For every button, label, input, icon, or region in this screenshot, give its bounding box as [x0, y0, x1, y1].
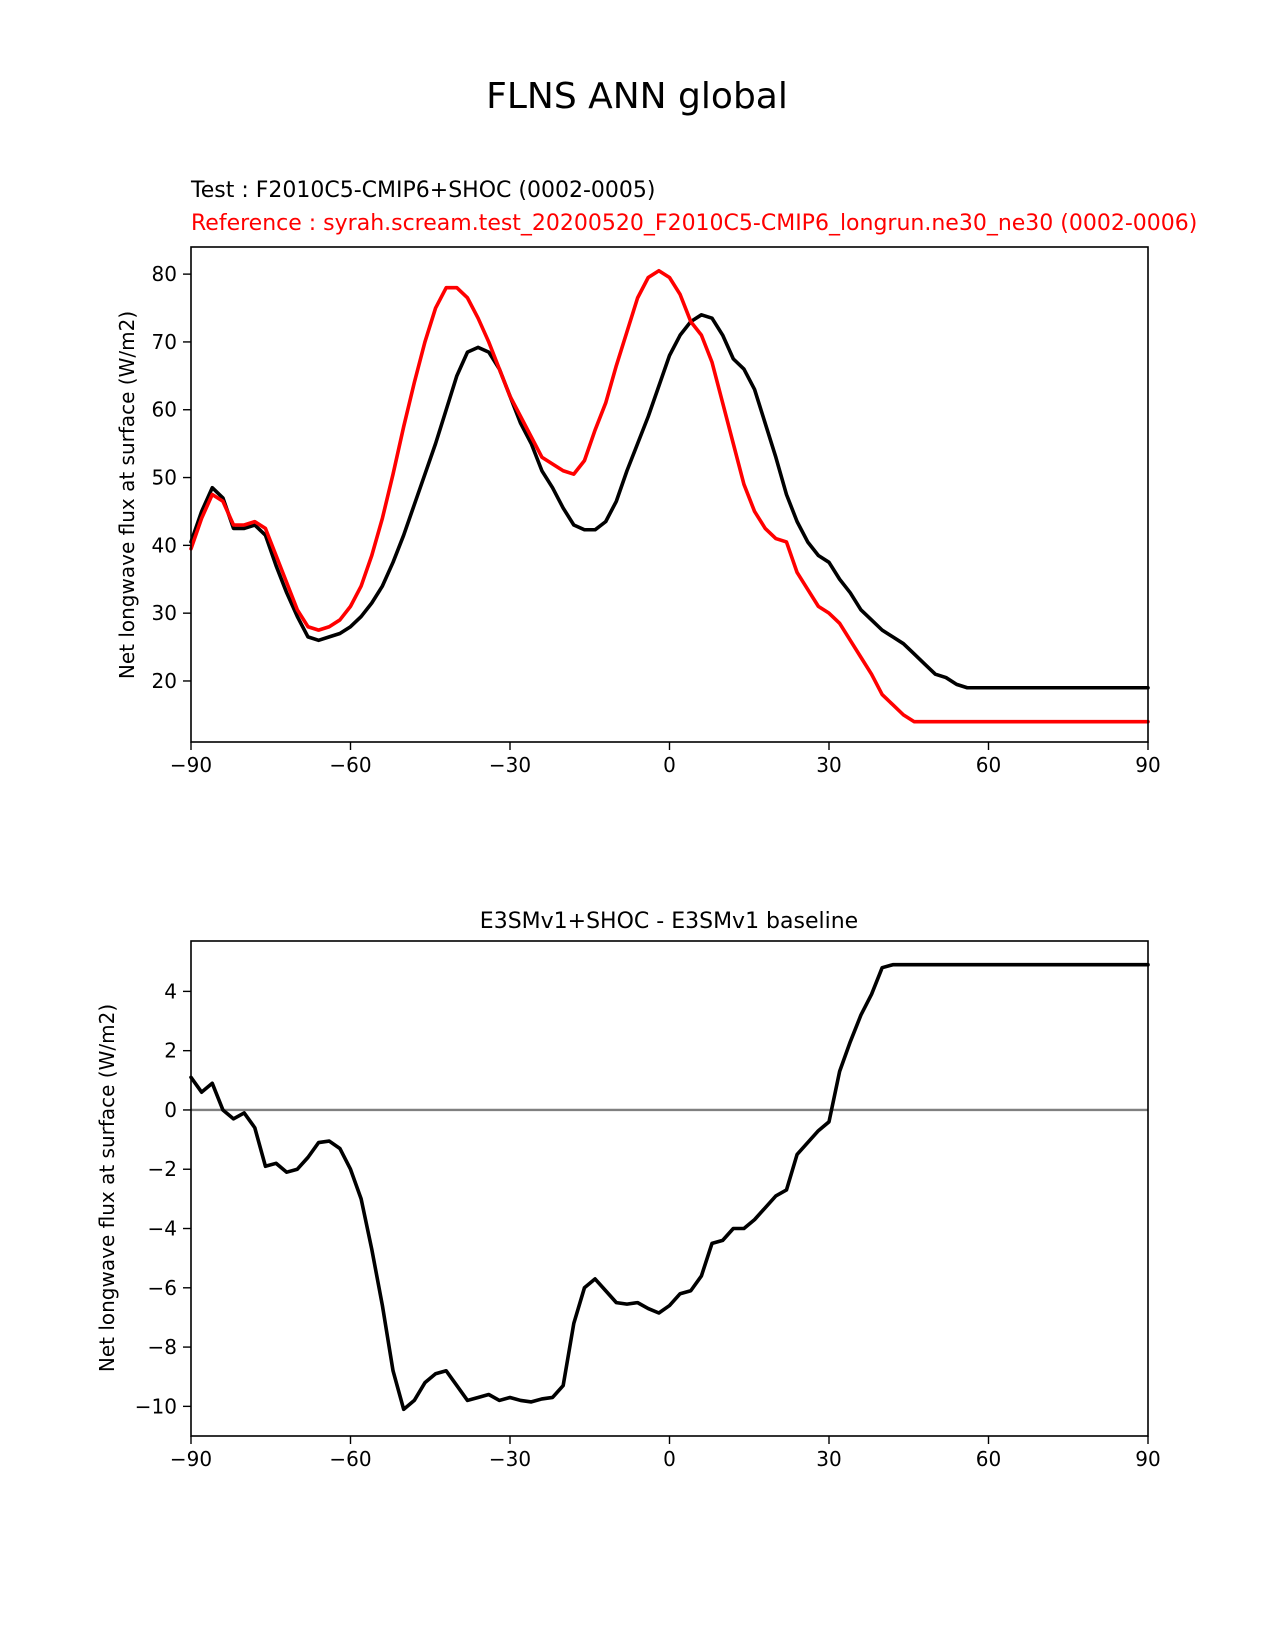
figure-suptitle: FLNS ANN global	[486, 76, 788, 117]
top-ytick-label: 70	[152, 330, 177, 354]
top-ylabel: Net longwave flux at surface (W/m2)	[115, 311, 139, 679]
top-xtick-label: 0	[663, 753, 676, 777]
bottom-ytick-label: −6	[148, 1276, 177, 1300]
bottom-xtick-label: −60	[329, 1447, 371, 1471]
top-ticks: −90 −60 −30 0 30 60 90 20 30 40 50 60 70 80	[152, 262, 1161, 777]
top-xtick-label: 90	[1135, 753, 1160, 777]
bottom-xtick-label: −90	[170, 1447, 212, 1471]
top-series-test-line	[189, 313, 1150, 690]
top-xtick-label: 60	[976, 753, 1001, 777]
bottom-xtick-label: 90	[1135, 1447, 1160, 1471]
bottom-ytick-label: −8	[148, 1335, 177, 1359]
panel-bottom: E3SMv1+SHOC - E3SMv1 baseline Net longwa…	[95, 909, 1161, 1471]
panel-top: Test : F2010C5-CMIP6+SHOC (0002-0005) Re…	[115, 178, 1197, 777]
bottom-ytick-label: −2	[148, 1157, 177, 1181]
bottom-ytick-label: −4	[148, 1217, 177, 1241]
top-ytick-label: 20	[152, 669, 177, 693]
test-label: Test : F2010C5-CMIP6+SHOC (0002-0005)	[190, 178, 655, 203]
bottom-title: E3SMv1+SHOC - E3SMv1 baseline	[480, 909, 858, 934]
bottom-ytick-label: 0	[164, 1098, 177, 1122]
top-xtick-label: −30	[489, 753, 531, 777]
top-xtick-label: −90	[170, 753, 212, 777]
top-xtick-label: −60	[329, 753, 371, 777]
bottom-ytick-label: 2	[164, 1039, 177, 1063]
bottom-ylabel: Net longwave flux at surface (W/m2)	[95, 1004, 119, 1372]
top-ytick-label: 30	[152, 601, 177, 625]
top-series-reference-line	[189, 268, 1150, 724]
top-ytick-label: 80	[152, 262, 177, 286]
bottom-ticks: −90 −60 −30 0 30 60 90 −10 −8 −6 −4 −2 0 2 4	[135, 979, 1161, 1471]
top-ytick-label: 50	[152, 466, 177, 490]
top-ytick-label: 60	[152, 398, 177, 422]
bottom-xtick-label: −30	[489, 1447, 531, 1471]
bottom-ytick-label: 4	[164, 979, 177, 1003]
bottom-xtick-label: 60	[976, 1447, 1001, 1471]
top-axes-frame	[190, 246, 1149, 743]
top-lines	[189, 268, 1150, 724]
top-xtick-label: 30	[816, 753, 841, 777]
bottom-series-difference-line	[189, 962, 1150, 1412]
bottom-xtick-label: 0	[663, 1447, 676, 1471]
bottom-axes-frame	[190, 940, 1149, 1437]
top-ytick-label: 40	[152, 533, 177, 557]
bottom-lines	[189, 962, 1150, 1412]
bottom-xtick-label: 30	[816, 1447, 841, 1471]
bottom-ytick-label: −10	[135, 1394, 177, 1418]
reference-label: Reference : syrah.scream.test_20200520_F…	[191, 211, 1197, 236]
